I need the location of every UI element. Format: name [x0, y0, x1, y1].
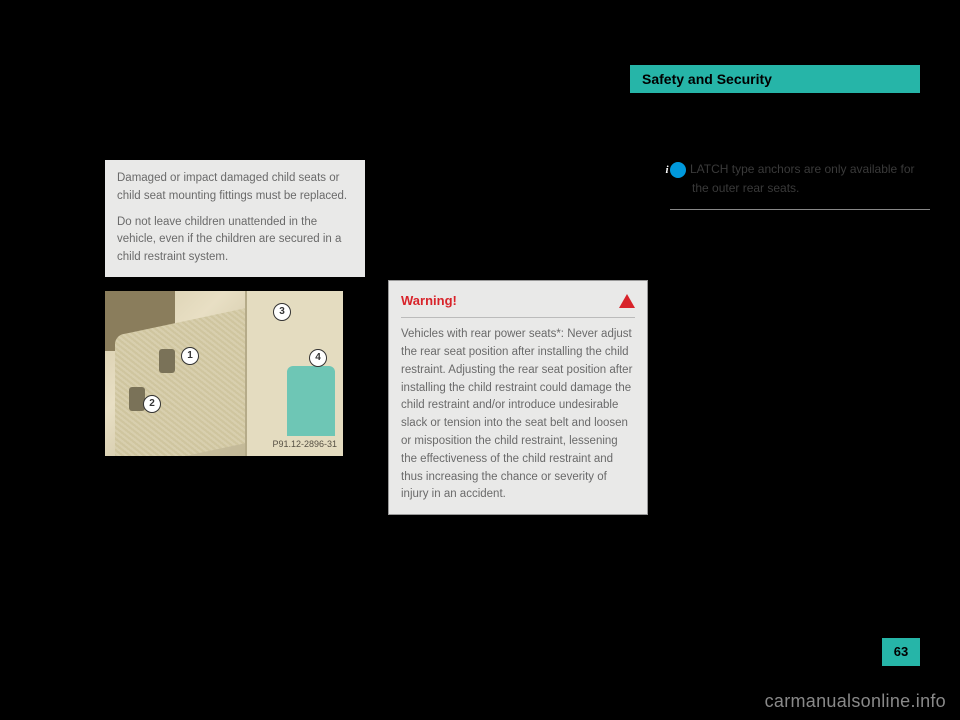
column-2: Warning! Vehicles with rear power seats*…: [388, 270, 648, 515]
page-number: 63: [882, 638, 920, 666]
warning-box: Warning! Vehicles with rear power seats*…: [388, 280, 648, 515]
tip-block-1: iLATCH type anchors are only available f…: [670, 160, 930, 197]
warning-title: Warning!: [401, 291, 457, 311]
warning-head: Warning!: [401, 291, 635, 318]
header-title: Safety and Security: [642, 71, 772, 87]
callout-4: 4: [309, 349, 327, 367]
note-box: Damaged or impact damaged child seats or…: [105, 160, 365, 277]
note-p1: Damaged or impact damaged child seats or…: [117, 170, 353, 206]
callout-1: 1: [181, 347, 199, 365]
header-bar: Safety and Security: [630, 65, 920, 93]
tip-1: LATCH type anchors are only available fo…: [690, 162, 915, 195]
callout-2: 2: [143, 395, 161, 413]
note-p2: Do not leave children unattended in the …: [117, 214, 353, 267]
watermark: carmanualsonline.info: [765, 691, 946, 712]
divider: [670, 209, 930, 210]
manual-page: Safety and Security Damaged or impact da…: [50, 20, 920, 700]
seat-figure: 1 2 3 4 P91.12-2896-31: [105, 291, 343, 456]
warning-icon: [619, 294, 635, 308]
figure-id: P91.12-2896-31: [272, 438, 337, 452]
column-1: Damaged or impact damaged child seats or…: [105, 160, 365, 456]
column-3: iLATCH type anchors are only available f…: [670, 160, 930, 220]
callout-3: 3: [273, 303, 291, 321]
warning-body: Vehicles with rear power seats*: Never a…: [401, 326, 635, 504]
info-icon: i: [670, 162, 686, 178]
